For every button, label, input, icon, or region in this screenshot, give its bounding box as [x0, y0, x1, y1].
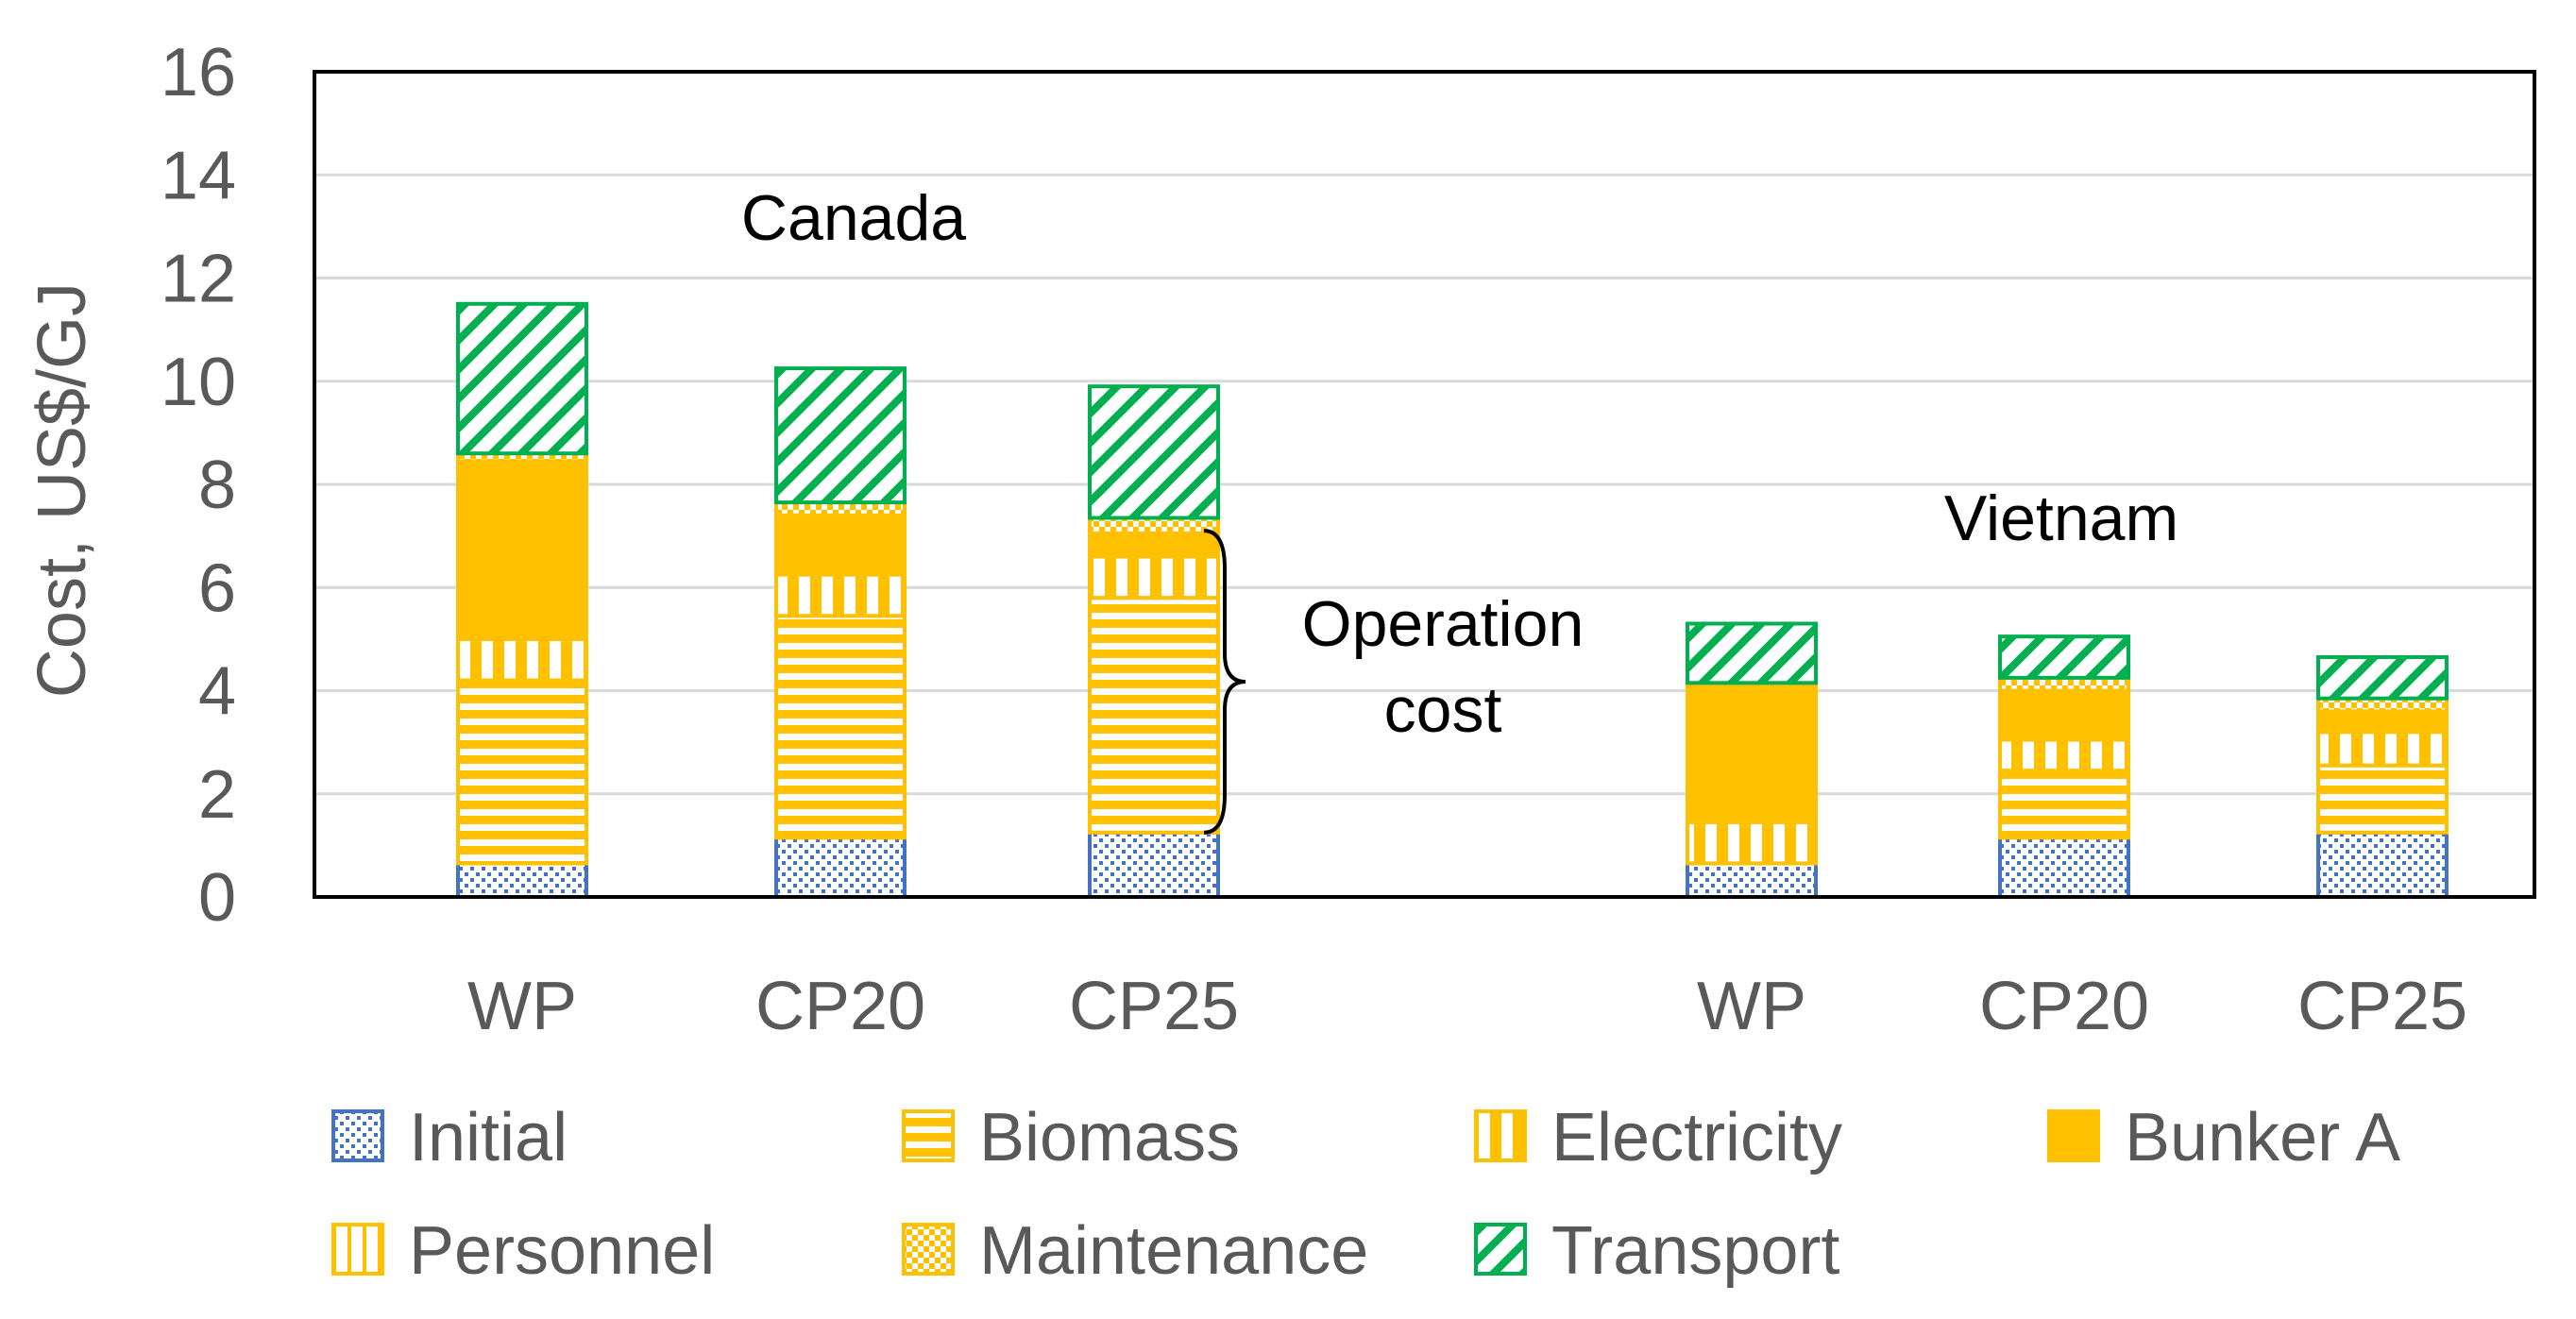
x-axis-categories: WP CP20 CP25 WP CP20 CP25: [467, 969, 2467, 1044]
bar-segment-electricity: [2316, 730, 2449, 768]
y-tick-label: 4: [198, 654, 236, 730]
legend-item-biomass: Biomass: [902, 1100, 1240, 1175]
legend-label: Initial: [409, 1100, 568, 1175]
legend-item-electricity: Electricity: [1474, 1100, 1842, 1175]
bar-segment-transport: [1998, 634, 2130, 680]
legend-label: Personnel: [409, 1213, 715, 1289]
bar-segment-biomass: [2316, 763, 2449, 835]
legend-swatch: [331, 1109, 384, 1162]
bar-segment-bunker: [774, 516, 907, 577]
legend: Initial Biomass Electricity Bunker A Personn…: [331, 1100, 2400, 1289]
bar-segment-initial: [774, 836, 907, 900]
bar-segment-bunker: [456, 462, 588, 641]
legend-label: Electricity: [1551, 1100, 1842, 1175]
x-category-label: CP20: [1979, 969, 2149, 1044]
annotation-cost: cost: [1384, 674, 1502, 746]
y-tick-label: 0: [198, 860, 236, 936]
bar-segment-maintenance: [1998, 675, 2130, 693]
bar-segment-initial: [1998, 836, 2130, 900]
bar-stack-vietnam-cp20: [1998, 634, 2130, 900]
legend-swatch: [902, 1109, 955, 1162]
operation-cost-brace: [1203, 529, 1246, 835]
y-axis-title: Cost, US$/GJ: [25, 282, 100, 698]
y-axis-ticks: 0 2 4 6 8 10 12 14 16: [161, 35, 236, 936]
bar-segment-initial: [1686, 861, 1818, 900]
bar-segment-bunker: [1686, 685, 1818, 824]
bar-segment-biomass: [774, 614, 907, 840]
bar-segment-maintenance: [774, 500, 907, 517]
bar-segment-bunker: [1088, 533, 1220, 559]
bar-segment-transport: [774, 366, 907, 505]
x-category-label: WP: [1697, 969, 1806, 1044]
y-tick-label: 10: [161, 345, 236, 420]
x-category-label: CP25: [1069, 969, 1239, 1044]
legend-item-personnel: Personnel: [331, 1213, 715, 1289]
bar-segment-bunker: [1998, 691, 2130, 742]
legend-item-transport: Transport: [1474, 1213, 1839, 1289]
bar-stack-vietnam-wp: [1686, 621, 1818, 900]
bar-segment-biomass: [1998, 769, 2130, 840]
bar-segment-initial: [1088, 830, 1220, 899]
y-tick-label: 14: [161, 138, 236, 213]
legend-swatch: [902, 1223, 955, 1276]
y-tick-label: 8: [198, 448, 236, 523]
gridlines: [314, 173, 2534, 796]
annotation-vietnam: Vietnam: [1944, 482, 2178, 554]
bar-segment-transport: [1686, 621, 1818, 685]
legend-item-maintenance: Maintenance: [902, 1213, 1368, 1289]
legend-swatch: [2047, 1109, 2100, 1162]
bar-segment-transport: [456, 301, 588, 456]
bar-segment-biomass: [456, 678, 588, 866]
legend-swatch: [1474, 1109, 1527, 1162]
bar-segment-bunker: [2316, 712, 2449, 735]
plot-area-border: [313, 70, 2536, 899]
bar-segment-electricity: [1998, 737, 2130, 773]
bar-segment-maintenance: [1088, 516, 1220, 535]
legend-label: Maintenance: [979, 1213, 1368, 1289]
legend-item-initial: Initial: [331, 1100, 568, 1175]
y-tick-label: 6: [198, 550, 236, 626]
bar-segment-initial: [2316, 830, 2449, 899]
x-category-label: CP20: [755, 969, 925, 1044]
bar-segment-electricity: [774, 572, 907, 618]
bar-segment-transport: [2316, 654, 2449, 701]
x-category-label: CP25: [2297, 969, 2467, 1044]
bar-stack-canada-wp: [456, 301, 588, 900]
bar-segment-initial: [456, 861, 588, 900]
bar-segment-electricity: [1088, 554, 1220, 600]
bar-segment-maintenance: [2316, 696, 2449, 714]
legend-swatch: [1474, 1223, 1527, 1276]
legend-item-bunker: Bunker A: [2047, 1100, 2400, 1175]
y-tick-label: 16: [161, 35, 236, 110]
y-tick-label: 2: [198, 757, 236, 833]
annotation-canada: Canada: [741, 182, 966, 254]
bar-segment-transport: [1088, 384, 1220, 520]
bar-stack-canada-cp20: [774, 366, 907, 900]
annotation-operation: Operation: [1302, 588, 1585, 660]
bar-segment-biomass: [1088, 596, 1220, 835]
legend-label: Biomass: [979, 1100, 1240, 1175]
bar-segment-electricity: [1686, 820, 1818, 866]
bar-stack-vietnam-cp25: [2316, 654, 2449, 899]
legend-label: Bunker A: [2125, 1100, 2400, 1175]
x-category-label: WP: [467, 969, 577, 1044]
bar-stack-canada-cp25: [1088, 384, 1220, 899]
y-tick-label: 12: [161, 242, 236, 317]
legend-swatch: [331, 1223, 384, 1276]
legend-label: Transport: [1551, 1213, 1839, 1289]
bar-segment-electricity: [456, 636, 588, 683]
bars: [456, 301, 2449, 900]
